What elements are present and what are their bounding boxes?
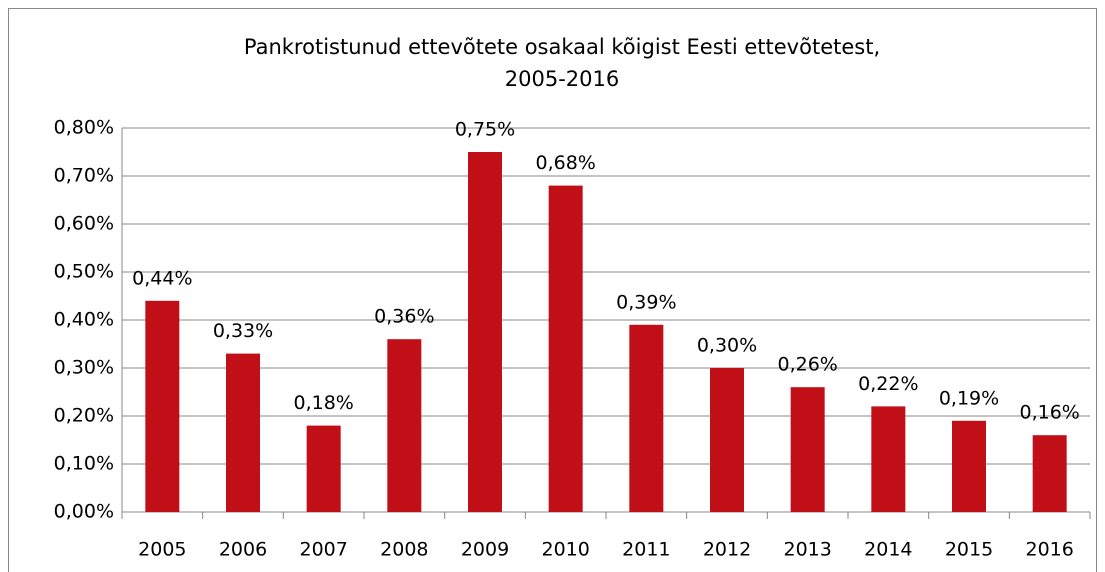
x-tick-label: 2006 xyxy=(219,539,267,561)
x-tick-label: 2009 xyxy=(461,539,509,561)
x-tick-label: 2010 xyxy=(541,539,589,561)
bar xyxy=(145,300,180,512)
value-label: 0,68% xyxy=(535,152,595,174)
y-tick-label: 0,40% xyxy=(54,309,114,331)
x-tick-label: 2007 xyxy=(299,539,347,561)
y-tick-label: 0,60% xyxy=(54,213,114,235)
value-label: 0,44% xyxy=(132,267,192,289)
chart-title: Pankrotistunud ettevõtete osakaal kõigis… xyxy=(244,35,880,59)
value-label: 0,16% xyxy=(1019,402,1079,424)
value-label: 0,75% xyxy=(455,119,515,141)
bar xyxy=(1032,435,1067,512)
x-tick-label: 2011 xyxy=(622,539,670,561)
chart-title: 2005-2016 xyxy=(505,67,619,91)
bar xyxy=(629,324,664,512)
x-tick-label: 2008 xyxy=(380,539,428,561)
y-tick-label: 0,20% xyxy=(54,405,114,427)
value-label: 0,22% xyxy=(858,373,918,395)
value-label: 0,26% xyxy=(777,354,837,376)
bar xyxy=(710,368,744,512)
bar xyxy=(548,185,583,512)
x-tick-label: 2016 xyxy=(1025,539,1073,561)
bar xyxy=(306,425,341,512)
bar xyxy=(790,387,825,512)
y-tick-label: 0,30% xyxy=(54,357,114,379)
value-label: 0,30% xyxy=(697,335,757,357)
y-tick-label: 0,50% xyxy=(54,261,114,283)
y-tick-label: 0,00% xyxy=(54,501,114,523)
y-tick-label: 0,70% xyxy=(54,165,114,187)
bar xyxy=(226,353,260,512)
y-tick-label: 0,10% xyxy=(54,453,114,475)
value-label: 0,18% xyxy=(293,392,353,414)
value-label: 0,33% xyxy=(213,320,273,342)
x-tick-label: 2013 xyxy=(783,539,831,561)
x-tick-label: 2012 xyxy=(703,539,751,561)
bar xyxy=(952,420,986,512)
value-label: 0,36% xyxy=(374,306,434,328)
x-tick-label: 2014 xyxy=(864,539,912,561)
value-label: 0,39% xyxy=(616,291,676,313)
y-tick-label: 0,80% xyxy=(54,117,114,139)
bar xyxy=(468,152,502,512)
x-tick-label: 2015 xyxy=(945,539,993,561)
bar xyxy=(871,406,906,512)
value-label: 0,19% xyxy=(939,387,999,409)
bar xyxy=(387,339,422,512)
x-tick-label: 2005 xyxy=(138,539,186,561)
